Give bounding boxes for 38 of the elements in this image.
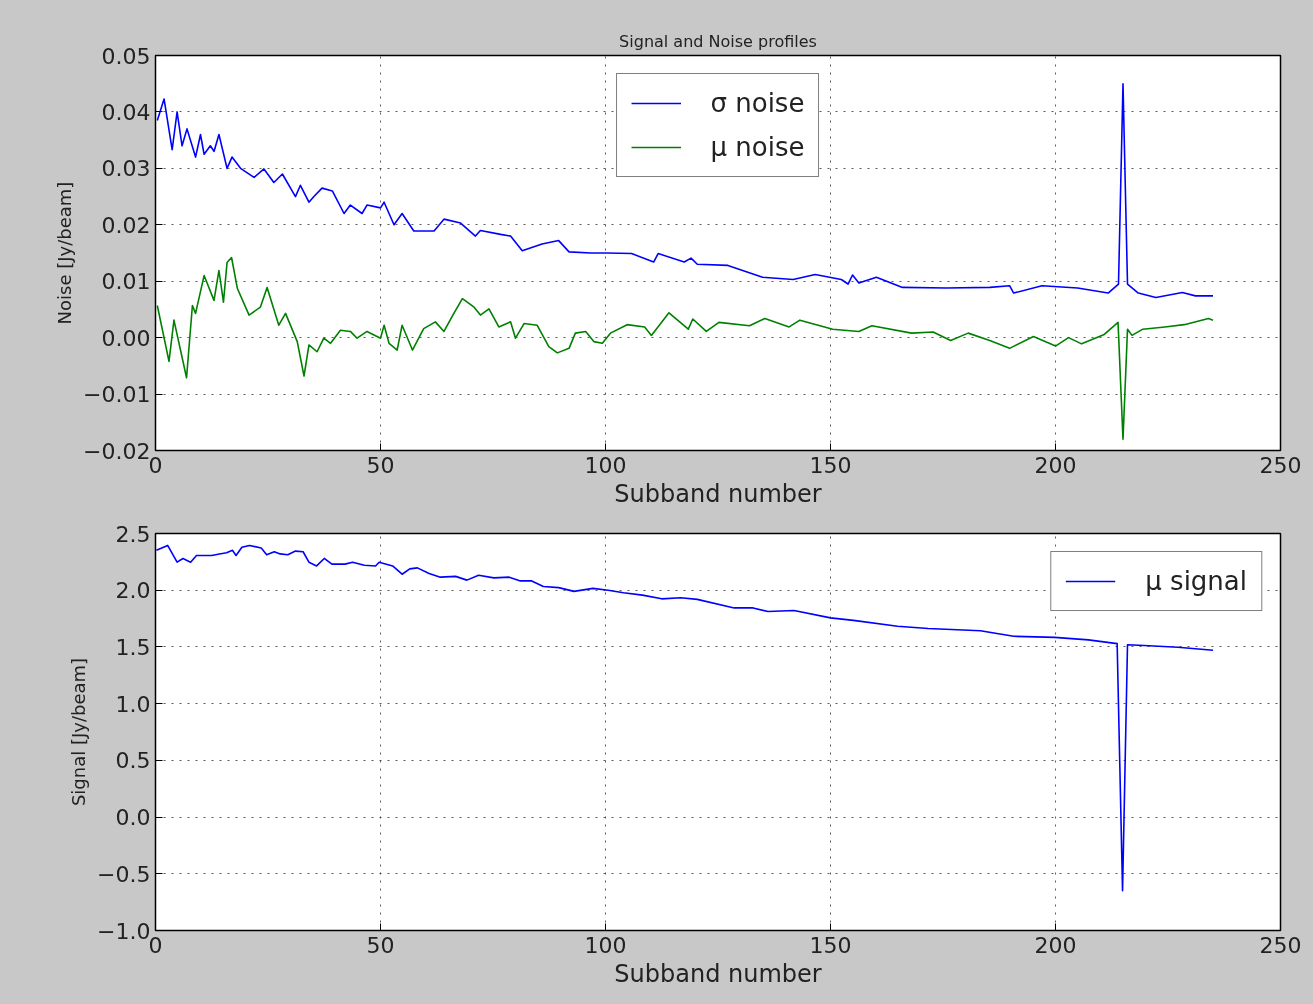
x-tick-label: 250 [1259, 932, 1302, 958]
x-tick-label: 50 [366, 932, 395, 958]
legend-label: σ noise [710, 88, 805, 118]
x-tick-label: 100 [584, 932, 627, 958]
x-tick-label: 100 [584, 452, 627, 478]
y-tick-label: −0.02 [83, 438, 151, 464]
x-axis-title: Subband number [614, 959, 822, 988]
x-axis-title: Subband number [614, 479, 822, 508]
x-tick-label: 200 [1034, 932, 1077, 958]
y-tick-label: 0.01 [101, 269, 151, 295]
y-tick-label: 0.05 [101, 43, 151, 69]
y-tick-label: 0.04 [101, 99, 151, 125]
x-tick-label: 50 [366, 452, 395, 478]
line-series [156, 82, 1214, 299]
chart-title: Signal and Noise profiles [619, 31, 817, 51]
y-tick-label: 1.0 [115, 691, 151, 717]
line-series [156, 256, 1214, 441]
y-tick-label: 0.0 [115, 805, 151, 831]
y-tick-label: 1.5 [115, 634, 151, 660]
legend-label: μ noise [710, 132, 805, 162]
y-tick-label: 2.0 [115, 578, 151, 604]
x-tick-label: 250 [1259, 452, 1302, 478]
y-tick-label: 0.03 [101, 156, 151, 182]
y-tick-label: 0.02 [101, 212, 151, 238]
x-tick-label: 200 [1034, 452, 1077, 478]
y-tick-label: 2.5 [115, 521, 151, 547]
y-tick-label: −1.0 [97, 918, 151, 944]
x-tick-label: 0 [148, 932, 163, 958]
y-tick-label: 0.00 [101, 325, 151, 351]
y-tick-label: 0.5 [115, 748, 151, 774]
y-axis-title: Signal [Jy/beam] [68, 657, 90, 807]
y-tick-label: −0.01 [83, 382, 151, 408]
legend-label: μ signal [1145, 566, 1247, 596]
y-tick-label: −0.5 [97, 861, 151, 887]
x-tick-label: 150 [809, 932, 852, 958]
y-axis-title: Noise [Jy/beam] [54, 181, 76, 325]
x-tick-label: 150 [809, 452, 852, 478]
x-tick-label: 0 [148, 452, 163, 478]
